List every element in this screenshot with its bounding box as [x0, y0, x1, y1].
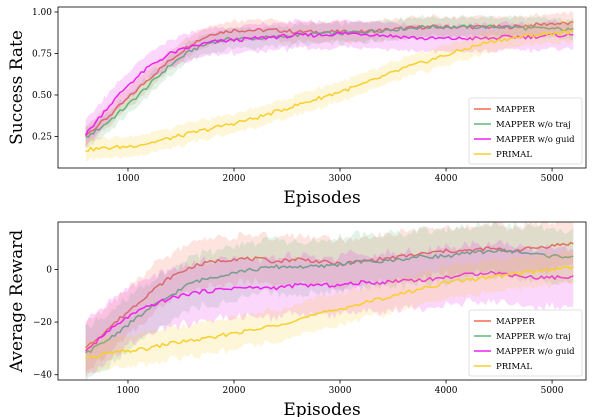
series-line-2: [85, 248, 574, 354]
series-band-2: [85, 14, 574, 149]
legend-label-2: MAPPER w/o traj: [496, 332, 571, 342]
x-tick-label: 3000: [329, 174, 352, 184]
axes-frame: [57, 6, 587, 169]
legend-box: [468, 97, 583, 165]
series-line-3: [85, 270, 574, 352]
y-tick-label: −20: [33, 318, 52, 328]
y-tick-label: 0.50: [32, 91, 52, 101]
y-tick-label: 0.75: [32, 49, 52, 59]
legend-label-1: MAPPER: [496, 317, 535, 327]
legend: MAPPER MAPPER w/o traj MAPPER w/o guid PRIM…: [468, 309, 583, 377]
x-tick-label: 1000: [117, 386, 140, 396]
legend-box: [468, 309, 583, 377]
series-band-2: [85, 222, 574, 380]
y-tick-label: 0: [46, 265, 52, 275]
y-tick-label: −40: [33, 371, 52, 381]
legend-label-3: MAPPER w/o guid: [496, 347, 575, 357]
chart-1: 1000 2000 3000 4000 5000 0.25 0.50 0.75 1.00 Epis…: [7, 6, 587, 208]
x-tick-label: 3000: [329, 386, 352, 396]
axes-frame: [57, 221, 587, 381]
x-tick-label: 2000: [223, 174, 246, 184]
series-line-3: [84, 31, 574, 136]
series-line-1: [85, 241, 574, 349]
y-axis-label: Success Rate: [7, 30, 27, 145]
legend-label-4: PRIMAL: [496, 362, 532, 372]
x-axis-label: Episodes: [283, 400, 360, 417]
legend-label-3: MAPPER w/o guid: [496, 135, 575, 145]
series-line-4: [85, 265, 574, 360]
plot-area: [85, 222, 574, 380]
legend-label-1: MAPPER: [496, 105, 535, 115]
y-tick-label: 1.00: [32, 8, 52, 18]
legend: MAPPER MAPPER w/o traj MAPPER w/o guid PRIM…: [468, 97, 583, 165]
chart-2: 1000 2000 3000 4000 5000 −40 −20 0 Episodes Avera…: [7, 221, 587, 417]
legend-label-4: PRIMAL: [496, 150, 532, 160]
x-axis-label: Episodes: [283, 188, 360, 208]
series-line-2: [85, 24, 574, 139]
series-band-1: [85, 222, 574, 373]
x-tick-label: 5000: [541, 174, 564, 184]
y-tick-label: 0.25: [32, 132, 52, 142]
series-band-3: [85, 240, 574, 378]
legend-label-2: MAPPER w/o traj: [496, 120, 571, 130]
series-band-3: [85, 18, 574, 149]
x-tick-label: 4000: [435, 174, 458, 184]
x-tick-label: 5000: [541, 386, 564, 396]
series-line-4: [85, 29, 574, 152]
x-tick-label: 2000: [223, 386, 246, 396]
series-band-1: [85, 10, 574, 148]
y-axis-label: Average Reward: [7, 230, 27, 374]
x-tick-label: 4000: [435, 386, 458, 396]
x-tick-label: 1000: [117, 174, 140, 184]
plot-area: [84, 10, 574, 162]
